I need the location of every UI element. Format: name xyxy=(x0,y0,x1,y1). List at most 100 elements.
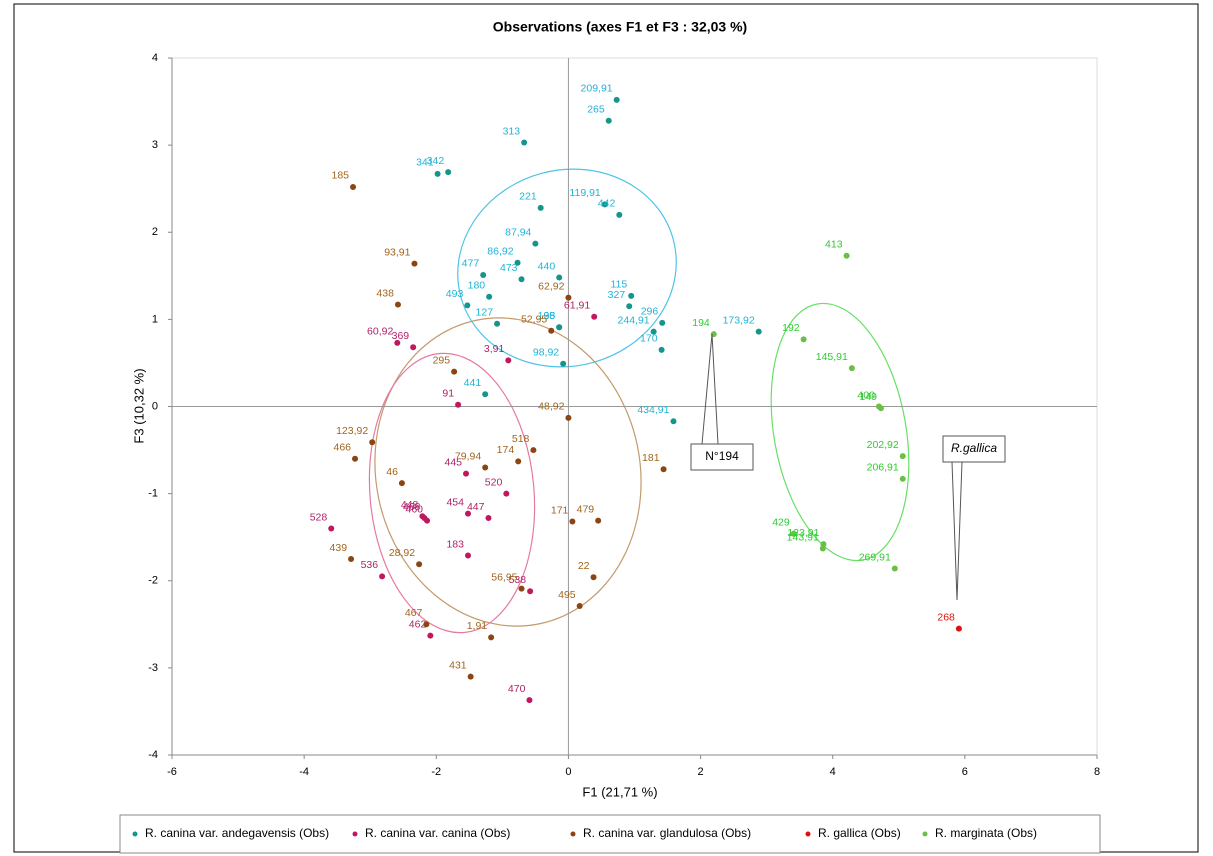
ellipse xyxy=(770,302,910,562)
point-label: 295 xyxy=(433,354,451,366)
point-label: 149 xyxy=(859,391,877,403)
callout-box xyxy=(690,443,754,471)
point-label: 493 xyxy=(446,288,464,300)
point-label: 52,95 xyxy=(521,313,547,325)
y-axis-title: F3 (10,32 %) xyxy=(131,368,146,443)
point xyxy=(790,530,797,537)
point-label: 447 xyxy=(467,501,485,513)
point-label: 91 xyxy=(442,388,454,400)
point xyxy=(515,458,522,465)
legend-marker xyxy=(922,831,928,837)
legend-label: R. canina var. andegavensis (Obs) xyxy=(145,826,329,840)
frame xyxy=(13,3,1199,853)
point xyxy=(530,447,537,454)
point xyxy=(569,518,576,525)
point xyxy=(658,346,665,353)
point xyxy=(843,252,850,259)
point xyxy=(410,344,417,351)
point-label: 528 xyxy=(310,511,328,523)
point-label: 171 xyxy=(551,504,569,516)
point xyxy=(465,510,471,517)
point-label: 470 xyxy=(508,683,526,695)
point-label: 434,91 xyxy=(637,404,669,416)
point xyxy=(505,357,512,364)
point xyxy=(556,274,563,281)
legend-marker xyxy=(570,831,576,837)
point xyxy=(379,573,386,580)
point-label: 28,92 xyxy=(389,547,415,559)
point xyxy=(819,545,826,552)
point xyxy=(467,673,474,680)
point xyxy=(350,183,357,190)
point xyxy=(601,201,608,208)
point xyxy=(464,302,471,309)
point xyxy=(427,632,434,639)
point xyxy=(616,211,623,218)
point xyxy=(421,515,428,522)
point-label: 209,91 xyxy=(581,83,613,95)
point-label: 127 xyxy=(476,307,494,319)
x-tick-label: -6 xyxy=(167,766,177,778)
point-label: 46 xyxy=(386,466,398,478)
point-label: 181 xyxy=(642,452,660,464)
point-label: 48,92 xyxy=(538,401,564,413)
point xyxy=(423,621,430,628)
point xyxy=(514,259,521,266)
point xyxy=(328,525,335,532)
point-label: 86,92 xyxy=(487,246,513,258)
legend-label: R. canina var. canina (Obs) xyxy=(365,826,510,840)
point-label: 87,94 xyxy=(505,226,531,238)
point-label: 431 xyxy=(449,659,467,671)
point xyxy=(394,339,401,346)
point-label: 296 xyxy=(641,306,659,318)
point-label: 313 xyxy=(503,125,521,137)
callout: R.gallica xyxy=(942,435,1006,601)
x-tick-label: 4 xyxy=(830,766,836,778)
point-label: 60,92 xyxy=(367,326,393,338)
y-tick-label: 1 xyxy=(152,313,158,325)
point-label: 145,91 xyxy=(816,351,848,363)
point xyxy=(891,565,898,572)
point xyxy=(482,391,489,398)
y-tick-label: 4 xyxy=(152,52,158,64)
point xyxy=(348,555,355,562)
x-tick-label: -2 xyxy=(431,766,441,778)
point-label: 327 xyxy=(608,289,626,301)
point xyxy=(480,271,487,278)
point xyxy=(955,625,962,632)
point-label: 536 xyxy=(361,559,379,571)
point-label: 98 xyxy=(543,310,555,322)
point xyxy=(628,292,635,299)
point xyxy=(590,574,597,581)
point-label: 538 xyxy=(509,574,527,586)
callout-pointer xyxy=(701,333,719,445)
point-label: 341 xyxy=(416,157,434,169)
point-label: 202,92 xyxy=(867,439,899,451)
point-label: 400 xyxy=(857,389,875,401)
legend-marker xyxy=(132,831,138,837)
point xyxy=(416,561,423,568)
y-tick-label: -3 xyxy=(148,662,158,674)
point xyxy=(605,117,612,124)
point xyxy=(465,552,471,559)
point xyxy=(591,313,598,320)
point xyxy=(445,169,452,176)
point-label: 268 xyxy=(937,611,955,623)
point-label: 454 xyxy=(446,496,464,508)
legend-label: R. marginata (Obs) xyxy=(935,826,1037,840)
point xyxy=(482,464,489,471)
point xyxy=(556,324,563,331)
point xyxy=(626,303,633,310)
point-label: 192 xyxy=(782,322,800,334)
point-label: 62,92 xyxy=(538,280,564,292)
point xyxy=(527,588,534,595)
point xyxy=(537,204,544,211)
point xyxy=(485,515,492,522)
point-label: 467 xyxy=(405,607,423,619)
x-tick-label: 6 xyxy=(962,766,968,778)
point-label: 183 xyxy=(446,538,464,550)
point xyxy=(532,240,539,247)
y-tick-label: 0 xyxy=(152,400,158,412)
callout-pointer xyxy=(951,461,963,601)
